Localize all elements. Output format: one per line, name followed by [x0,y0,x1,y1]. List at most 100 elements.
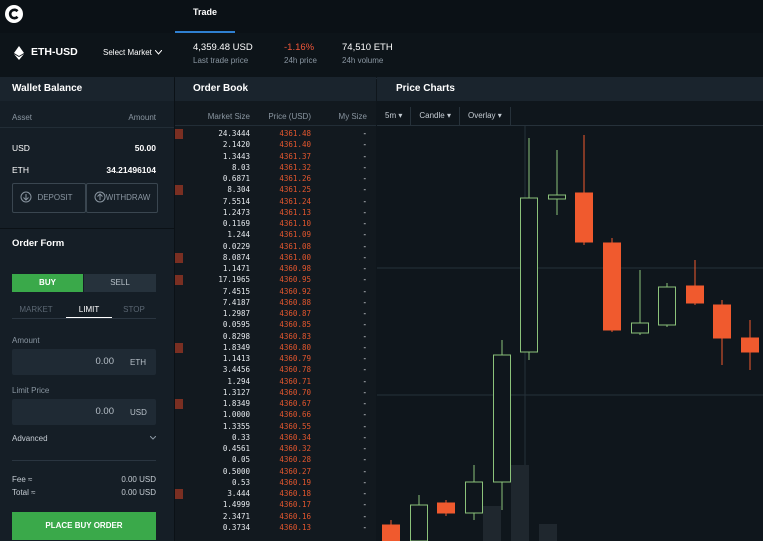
my-size: - [362,207,367,217]
my-size: - [362,365,367,375]
market-size: 0.33 [231,432,250,442]
market-size: 2.1420 [222,140,250,150]
sell-tab[interactable]: SELL [84,274,156,292]
price: 4361.48 [279,129,311,138]
stat-label: Last trade price [193,56,249,65]
market-size: 1.244 [227,230,250,240]
market-size: 7.5514 [222,196,250,206]
overlay-select[interactable]: Overlay ▾ [460,107,511,125]
advanced-toggle[interactable]: Advanced [12,434,48,443]
my-size: - [362,275,367,285]
chart-toolbar: 5m ▾ Candle ▾ Overlay ▾ [377,107,763,126]
my-size: - [362,410,367,420]
control-text: Candle [419,111,445,120]
market-size: 17.1965 [218,275,250,285]
my-size: - [362,466,367,476]
my-size: - [362,399,367,408]
my-size: - [362,444,367,453]
my-size: - [362,455,367,465]
field-label: Limit Price [12,386,50,395]
tab[interactable]: Trade [175,0,235,33]
my-size: - [362,432,367,442]
input-value: 0.00 [95,356,115,367]
my-size: - [362,376,367,386]
left-panel [0,78,175,541]
candle-body [382,524,400,541]
buy-tab[interactable]: BUY [12,274,83,292]
price: 4360.28 [279,455,311,465]
my-size: - [362,185,367,195]
market-size: 0.0229 [222,241,250,251]
field-label: Amount [12,336,40,345]
my-size: - [362,174,367,183]
market-size: 1.0000 [222,410,250,420]
panel-header: Wallet Balance [0,77,174,101]
amount: 50.00 [134,143,156,153]
price: 4360.88 [279,297,311,307]
candle-body [575,192,593,243]
my-size: - [362,297,367,307]
my-size: - [362,264,367,273]
my-size: - [362,286,367,296]
my-size: - [362,500,367,510]
market-size: 0.8298 [222,331,250,341]
price: 4360.85 [279,320,311,330]
fee-value: 0.00 USD [121,475,156,484]
candle-chart [377,126,763,541]
volume-bar [539,524,557,541]
price: 4361.26 [279,174,311,183]
depth-bar [175,342,183,353]
market-size: 0.6871 [222,174,250,183]
place-order-button[interactable]: PLACE BUY ORDER [12,512,156,540]
caret [150,436,156,440]
depth-bar [175,129,183,139]
price: 4361.10 [279,219,311,228]
my-size: - [362,511,367,521]
chart-type-select[interactable]: Candle ▾ [411,107,460,125]
control-text: Overlay [467,111,496,120]
top-bar [0,0,763,34]
price: 4360.55 [279,421,311,431]
divider [175,125,376,126]
price: 4360.71 [279,376,311,386]
depth-bar [175,489,183,499]
col-header: My Size [338,112,367,121]
price: 4361.40 [279,140,311,150]
market-size: 1.3127 [222,387,250,397]
depth-bar [175,185,183,196]
amount-input[interactable] [12,349,156,375]
limit-price-input[interactable] [12,399,156,425]
stat-value: 74,510 ETH [342,42,393,53]
deposit-button[interactable]: DEPOSIT [12,183,86,213]
input-value: 0.00 [95,406,115,417]
caret [155,50,162,55]
my-size: - [362,309,367,318]
price: 4360.17 [279,500,311,510]
select-market[interactable]: Select Market [103,48,152,57]
my-size: - [362,162,367,172]
withdraw-button[interactable]: WITHDRAW [86,183,158,213]
market-size: 7.4187 [222,297,250,307]
order-type[interactable]: STOP [123,305,145,314]
col-header: Price (USD) [268,112,311,121]
market-size: 1.1413 [222,354,250,363]
section-title: Order Form [12,238,65,249]
market-size: 1.4999 [222,500,250,510]
market-size: 0.4561 [222,444,250,453]
price: 4361.37 [279,151,311,161]
my-size: - [362,241,367,251]
order-type[interactable]: MARKET [19,305,53,314]
logo[interactable] [4,4,24,24]
order-type[interactable]: LIMIT [66,305,112,319]
col-header: Market Size [207,112,250,121]
input-unit: ETH [130,358,146,367]
my-size: - [362,320,367,330]
candle-body [520,197,538,353]
price: 4361.08 [279,241,311,251]
price: 4360.19 [279,477,311,487]
price: 4360.92 [279,286,311,296]
price: 4360.83 [279,331,311,341]
stat-value: 4,359.48 USD [193,42,253,53]
interval-select[interactable]: 5m ▾ [377,107,412,125]
